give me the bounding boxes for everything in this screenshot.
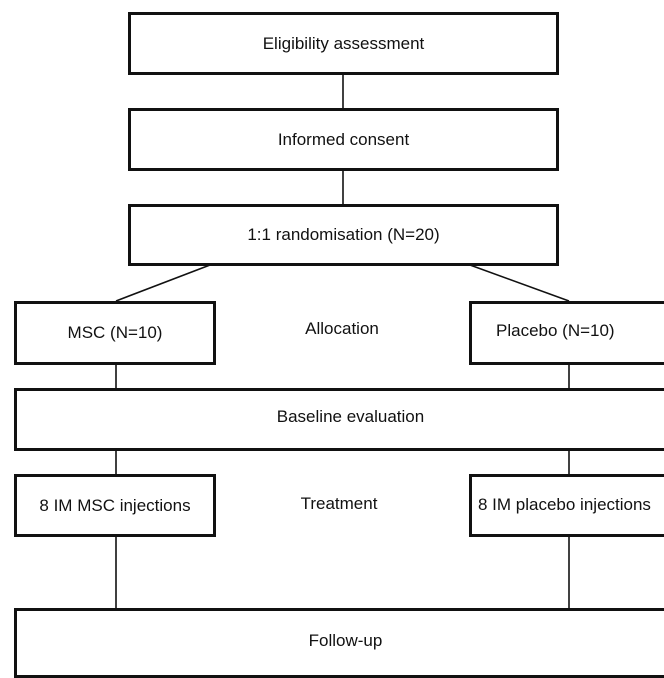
line-randomisation-msc	[115, 264, 211, 302]
baseline-label: Baseline evaluation	[276, 406, 425, 426]
allocation-label: Allocation	[305, 319, 379, 338]
randomisation-label: 1:1 randomisation (N=20)	[247, 225, 440, 244]
placebo-arm-box: Placebo (N=10)	[469, 301, 664, 365]
eligibility-label: Eligibility assessment	[262, 33, 425, 53]
randomisation-box: 1:1 randomisation (N=20)	[128, 204, 559, 266]
consent-label: Informed consent	[277, 129, 410, 149]
placebo-treatment-box: 8 IM placebo injections	[469, 474, 664, 537]
consent-box: Informed consent	[128, 108, 559, 171]
treatment-label: Treatment	[300, 494, 378, 513]
baseline-box: Baseline evaluation	[14, 388, 664, 451]
eligibility-box: Eligibility assessment	[128, 12, 559, 75]
placebo-arm-label: Placebo (N=10)	[496, 321, 615, 340]
line-randomisation-placebo	[469, 264, 570, 302]
msc-treatment-box: 8 IM MSC injections	[14, 474, 216, 537]
msc-arm-label: MSC (N=10)	[67, 323, 163, 342]
msc-treatment-label: 8 IM MSC injections	[39, 495, 191, 515]
placebo-treatment-label: 8 IM placebo injections	[478, 495, 651, 514]
followup-label: Follow-up	[308, 631, 383, 650]
followup-box: Follow-up	[14, 608, 664, 678]
msc-arm-box: MSC (N=10)	[14, 301, 216, 365]
